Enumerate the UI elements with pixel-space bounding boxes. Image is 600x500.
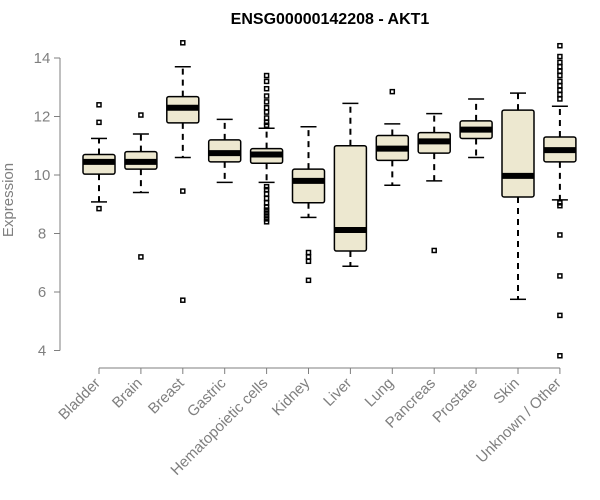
x-tick-label: Prostate bbox=[429, 375, 481, 427]
outlier-point bbox=[263, 109, 270, 115]
outlier-point bbox=[557, 87, 563, 93]
x-tick-label: Liver bbox=[320, 375, 355, 410]
box-breast bbox=[166, 40, 200, 303]
y-tick-label: 14 bbox=[34, 50, 51, 67]
outlier-point bbox=[263, 85, 270, 92]
outlier-point bbox=[557, 91, 563, 98]
y-axis-label: Expression bbox=[0, 163, 17, 237]
box-prostate bbox=[459, 98, 493, 159]
x-tick-label: Skin bbox=[490, 375, 523, 408]
iqr-box bbox=[291, 168, 326, 204]
box-liver bbox=[333, 102, 368, 268]
outlier-point bbox=[96, 205, 102, 212]
outlier-point bbox=[557, 273, 563, 279]
outlier-point bbox=[557, 200, 563, 206]
y-tick-label: 6 bbox=[38, 284, 46, 301]
box-gastric bbox=[207, 118, 242, 184]
outlier-point bbox=[263, 115, 270, 121]
outlier-point bbox=[180, 188, 186, 194]
outlier-point bbox=[138, 254, 144, 260]
outlier-point bbox=[557, 42, 563, 49]
outlier-point bbox=[557, 202, 563, 209]
box-pancreas bbox=[417, 112, 451, 254]
outlier-point bbox=[557, 78, 563, 85]
outlier-point bbox=[138, 112, 144, 118]
y-tick-label: 8 bbox=[38, 226, 46, 243]
chart-title: ENSG00000142208 - AKT1 bbox=[231, 11, 430, 28]
x-tick-label: Lung bbox=[362, 375, 398, 411]
outlier-point bbox=[389, 88, 396, 95]
outlier-point bbox=[263, 119, 270, 126]
outlier-point bbox=[557, 96, 563, 102]
box-bladder bbox=[82, 102, 116, 212]
x-tick-label: Kidney bbox=[269, 374, 314, 419]
iqr-box bbox=[333, 145, 368, 252]
outlier-point bbox=[263, 207, 270, 213]
outlier-point bbox=[557, 312, 563, 319]
outlier-point bbox=[263, 200, 270, 206]
outlier-point bbox=[557, 353, 563, 359]
outlier-point bbox=[263, 72, 270, 79]
outlier-point bbox=[263, 191, 270, 197]
outlier-point bbox=[263, 213, 270, 219]
outlier-point bbox=[557, 232, 563, 238]
outlier-point bbox=[557, 59, 563, 66]
outlier-point bbox=[180, 40, 186, 46]
outlier-point bbox=[431, 247, 437, 254]
y-tick-label: 4 bbox=[38, 343, 46, 360]
outlier-point bbox=[305, 258, 312, 265]
outlier-point bbox=[263, 186, 270, 193]
box-kidney bbox=[291, 125, 326, 284]
outlier-point bbox=[263, 78, 270, 85]
outlier-point bbox=[263, 219, 270, 225]
outlier-point bbox=[263, 93, 270, 99]
boxes-group bbox=[82, 40, 577, 359]
outlier-point bbox=[305, 277, 312, 284]
outlier-point bbox=[263, 210, 270, 216]
x-tick-label: Brain bbox=[109, 375, 146, 412]
outlier-point bbox=[557, 83, 563, 89]
y-tick-label: 10 bbox=[34, 167, 51, 184]
iqr-box bbox=[501, 109, 535, 198]
box-hematopoietic-cells bbox=[249, 72, 284, 225]
box-unknown-other bbox=[543, 42, 577, 359]
y-axis: 4 6 8 10 12 14 bbox=[34, 50, 61, 360]
outlier-point bbox=[263, 216, 270, 222]
outlier-point bbox=[96, 119, 102, 126]
x-tick-label: Breast bbox=[145, 374, 188, 417]
box-lung bbox=[375, 88, 410, 186]
box-brain bbox=[124, 112, 158, 260]
outlier-point bbox=[305, 249, 312, 256]
outlier-point bbox=[305, 254, 312, 260]
outlier-point bbox=[263, 195, 270, 202]
outlier-point bbox=[557, 53, 563, 60]
x-tick-label: Bladder bbox=[55, 375, 104, 424]
outlier-point bbox=[263, 204, 270, 210]
box-skin bbox=[501, 92, 535, 301]
y-tick-label: 12 bbox=[34, 109, 51, 126]
outlier-point bbox=[180, 297, 186, 303]
outlier-point bbox=[263, 99, 270, 105]
outlier-point bbox=[557, 72, 563, 79]
outlier-point bbox=[96, 102, 102, 108]
outlier-point bbox=[263, 183, 270, 190]
outlier-point bbox=[263, 104, 270, 111]
outlier-point bbox=[263, 122, 270, 129]
outlier-point bbox=[557, 68, 563, 74]
outlier-point bbox=[557, 64, 563, 70]
